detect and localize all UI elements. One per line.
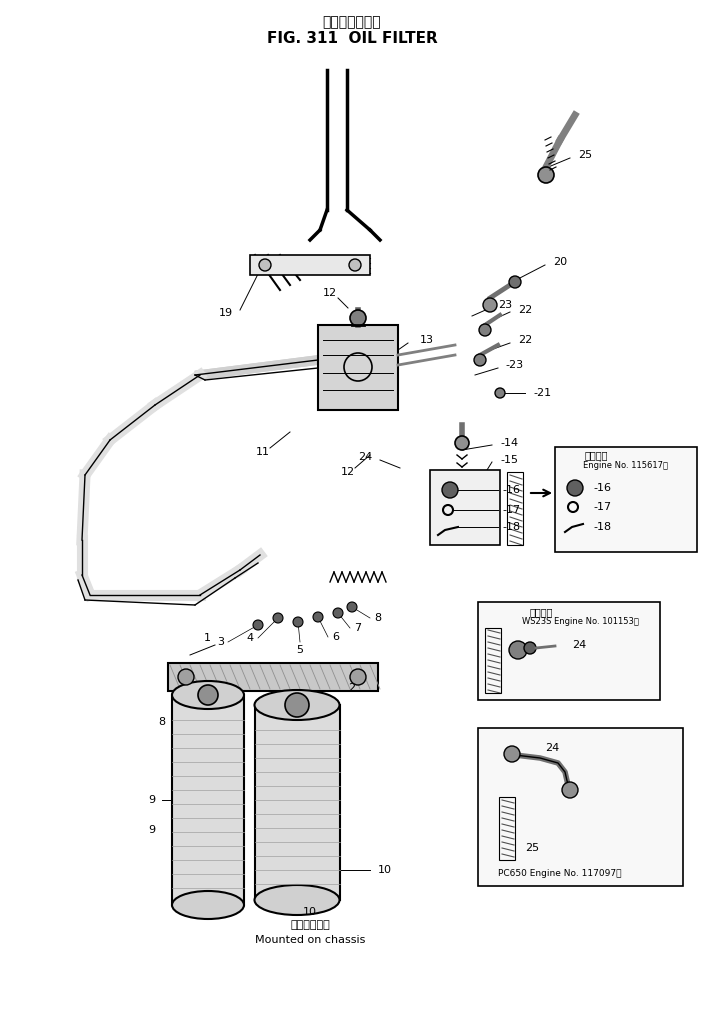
Circle shape xyxy=(349,259,361,271)
Circle shape xyxy=(483,298,497,312)
Bar xyxy=(318,325,398,410)
Text: 22: 22 xyxy=(518,305,532,315)
Circle shape xyxy=(455,436,469,450)
Text: 10: 10 xyxy=(378,865,392,875)
Circle shape xyxy=(313,612,323,622)
Text: 12: 12 xyxy=(341,467,355,477)
Bar xyxy=(555,447,697,552)
Bar xyxy=(430,470,500,545)
Bar xyxy=(168,663,378,691)
Circle shape xyxy=(273,613,283,623)
Text: 車体側に取付: 車体側に取付 xyxy=(290,920,330,930)
Text: 20: 20 xyxy=(553,257,567,267)
Text: 11: 11 xyxy=(256,447,270,457)
Text: FIG. 311  OIL FILTER: FIG. 311 OIL FILTER xyxy=(267,31,437,46)
Circle shape xyxy=(495,388,505,398)
Text: 6: 6 xyxy=(332,632,339,642)
Text: 5: 5 xyxy=(296,645,303,655)
Circle shape xyxy=(285,693,309,717)
Text: 9: 9 xyxy=(148,825,155,835)
Circle shape xyxy=(347,602,357,612)
Bar xyxy=(507,472,523,545)
Text: 適用番号: 適用番号 xyxy=(585,450,608,460)
Circle shape xyxy=(474,354,486,366)
Circle shape xyxy=(293,616,303,627)
Text: 9: 9 xyxy=(148,795,155,805)
Bar xyxy=(499,797,515,860)
Text: PC650 Engine No. 117097～: PC650 Engine No. 117097～ xyxy=(498,868,622,877)
Circle shape xyxy=(504,746,520,762)
Text: -17: -17 xyxy=(502,505,520,515)
Text: 24: 24 xyxy=(358,452,372,462)
Text: -16: -16 xyxy=(502,485,520,495)
Ellipse shape xyxy=(255,690,339,720)
Text: -15: -15 xyxy=(500,455,518,465)
Circle shape xyxy=(350,669,366,685)
Text: Mounted on chassis: Mounted on chassis xyxy=(255,935,365,945)
Text: -14: -14 xyxy=(500,438,518,448)
Circle shape xyxy=(524,642,536,654)
Text: 25: 25 xyxy=(578,150,592,160)
Text: 25: 25 xyxy=(525,843,539,853)
Circle shape xyxy=(178,669,194,685)
Circle shape xyxy=(198,685,218,705)
Text: 23: 23 xyxy=(498,300,512,310)
Text: 10: 10 xyxy=(303,907,317,917)
Bar xyxy=(255,705,340,900)
Bar xyxy=(250,255,370,275)
Text: -23: -23 xyxy=(505,360,523,370)
Text: 7: 7 xyxy=(354,623,361,633)
Text: 適用番号: 適用番号 xyxy=(530,607,553,616)
Text: 8: 8 xyxy=(158,717,165,727)
Text: 24: 24 xyxy=(572,640,586,650)
Text: 24: 24 xyxy=(545,743,559,753)
Circle shape xyxy=(509,641,527,659)
Text: Engine No. 115617～: Engine No. 115617～ xyxy=(583,461,668,470)
Text: 19: 19 xyxy=(219,308,233,318)
Text: 1: 1 xyxy=(203,633,210,643)
Text: -18: -18 xyxy=(502,522,520,532)
Text: オイルフィルタ: オイルフィルタ xyxy=(322,15,382,29)
Circle shape xyxy=(567,480,583,496)
Text: 8: 8 xyxy=(374,613,381,623)
Circle shape xyxy=(538,167,554,183)
Text: 13: 13 xyxy=(420,335,434,345)
Circle shape xyxy=(442,482,458,498)
Circle shape xyxy=(562,782,578,798)
Text: 12: 12 xyxy=(323,288,337,298)
Bar xyxy=(172,695,244,905)
Circle shape xyxy=(259,259,271,271)
Text: WS23S Engine No. 101153～: WS23S Engine No. 101153～ xyxy=(522,618,639,627)
Circle shape xyxy=(479,324,491,336)
Bar xyxy=(478,602,660,700)
Text: -21: -21 xyxy=(533,388,551,398)
Circle shape xyxy=(350,310,366,326)
Bar xyxy=(485,628,501,693)
Circle shape xyxy=(333,608,343,618)
Ellipse shape xyxy=(255,884,339,915)
Ellipse shape xyxy=(172,891,244,919)
Text: 4: 4 xyxy=(247,633,254,643)
Text: -18: -18 xyxy=(593,522,611,532)
Text: -17: -17 xyxy=(593,502,611,512)
Bar xyxy=(478,728,683,886)
Text: -16: -16 xyxy=(593,483,611,493)
Ellipse shape xyxy=(172,681,244,709)
Circle shape xyxy=(509,276,521,288)
Circle shape xyxy=(253,620,263,630)
Text: 3: 3 xyxy=(217,637,224,647)
Text: 2: 2 xyxy=(348,683,355,693)
Text: 22: 22 xyxy=(518,335,532,345)
